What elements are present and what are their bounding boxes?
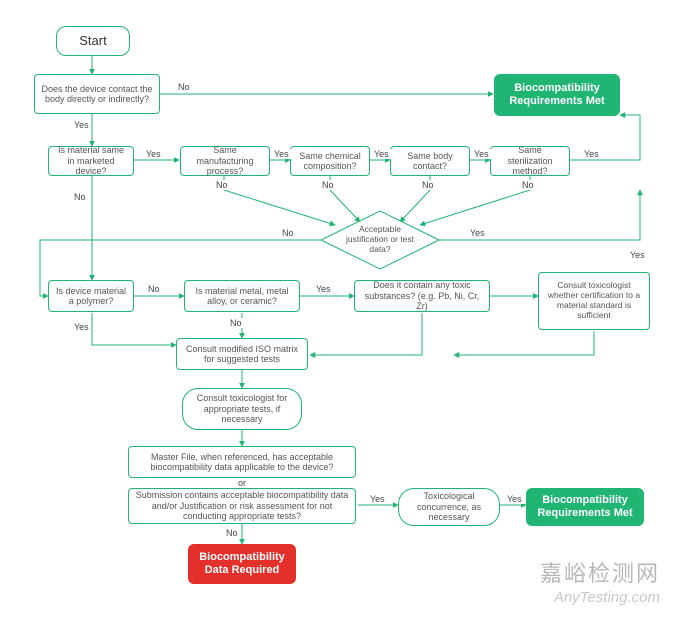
- node-same-body: Same body contact?: [390, 146, 470, 176]
- node-requirements-met-top: Biocompatibility Requirements Met: [494, 74, 620, 116]
- lbl-poly-no: No: [146, 284, 162, 294]
- watermark-en: AnyTesting.com: [554, 589, 660, 606]
- lbl-matsame-no: No: [72, 192, 88, 202]
- node-material-same: Is material same in marketed device?: [48, 146, 134, 176]
- lbl-sub-yes: Yes: [368, 494, 387, 504]
- lbl-body-no: No: [420, 180, 436, 190]
- node-same-ster: Same sterilization method?: [490, 146, 570, 176]
- node-submission: Submission contains acceptable biocompat…: [128, 488, 356, 524]
- node-toxic: Does it contain any toxic substances? (e…: [354, 280, 490, 312]
- lbl-just-yes-right: Yes: [628, 250, 647, 260]
- lbl-contact-yes: Yes: [72, 120, 91, 130]
- node-metal: Is material metal, metal alloy, or ceram…: [184, 280, 300, 312]
- lbl-metal-yes: Yes: [314, 284, 333, 294]
- lbl-chem-yes: Yes: [372, 149, 391, 159]
- lbl-just-no: No: [280, 228, 296, 238]
- lbl-or: or: [236, 478, 248, 488]
- lbl-metal-no: No: [228, 318, 244, 328]
- lbl-just-yes: Yes: [468, 228, 487, 238]
- lbl-body-yes: Yes: [472, 149, 491, 159]
- lbl-ster-yes: Yes: [582, 149, 601, 159]
- node-master-file: Master File, when referenced, has accept…: [128, 446, 356, 478]
- lbl-conc-yes: Yes: [505, 494, 524, 504]
- lbl-poly-yes: Yes: [72, 322, 91, 332]
- lbl-mfg-yes: Yes: [272, 149, 291, 159]
- watermark-cn: 嘉峪检测网: [540, 556, 660, 588]
- node-data-required: Biocompatibility Data Required: [188, 544, 296, 584]
- node-same-mfg: Same manufacturing process?: [180, 146, 270, 176]
- lbl-sub-no: No: [224, 528, 240, 538]
- node-contact-question: Does the device contact the body directl…: [34, 74, 160, 114]
- node-polymer: Is device material a polymer?: [48, 280, 134, 312]
- node-same-chem: Same chemical composition?: [290, 146, 370, 176]
- lbl-ster-no: No: [520, 180, 536, 190]
- node-justification: Acceptable justification or test data?: [320, 210, 440, 270]
- node-concurrence: Toxicological concurrence, as necessary: [398, 488, 500, 526]
- lbl-chem-no: No: [320, 180, 336, 190]
- lbl-mfg-no: No: [214, 180, 230, 190]
- node-consult-toxicologist-cert: Consult toxicologist whether certificati…: [538, 272, 650, 330]
- node-iso-matrix: Consult modified ISO matrix for suggeste…: [176, 338, 308, 370]
- node-start: Start: [56, 26, 130, 56]
- node-consult-tests: Consult toxicologist for appropriate tes…: [182, 388, 302, 430]
- node-requirements-met-bottom: Biocompatibility Requirements Met: [526, 488, 644, 526]
- lbl-contact-no: No: [176, 82, 192, 92]
- lbl-matsame-yes: Yes: [144, 149, 163, 159]
- node-justification-text: Acceptable justification or test data?: [338, 225, 422, 254]
